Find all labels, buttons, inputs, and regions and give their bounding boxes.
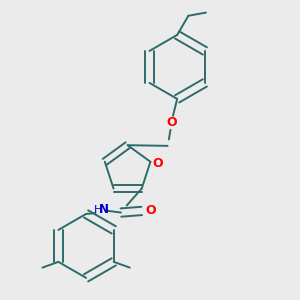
Text: N: N xyxy=(99,203,109,217)
Text: O: O xyxy=(146,204,156,218)
Text: O: O xyxy=(152,157,163,170)
Text: H: H xyxy=(94,205,102,215)
Text: O: O xyxy=(166,116,177,129)
